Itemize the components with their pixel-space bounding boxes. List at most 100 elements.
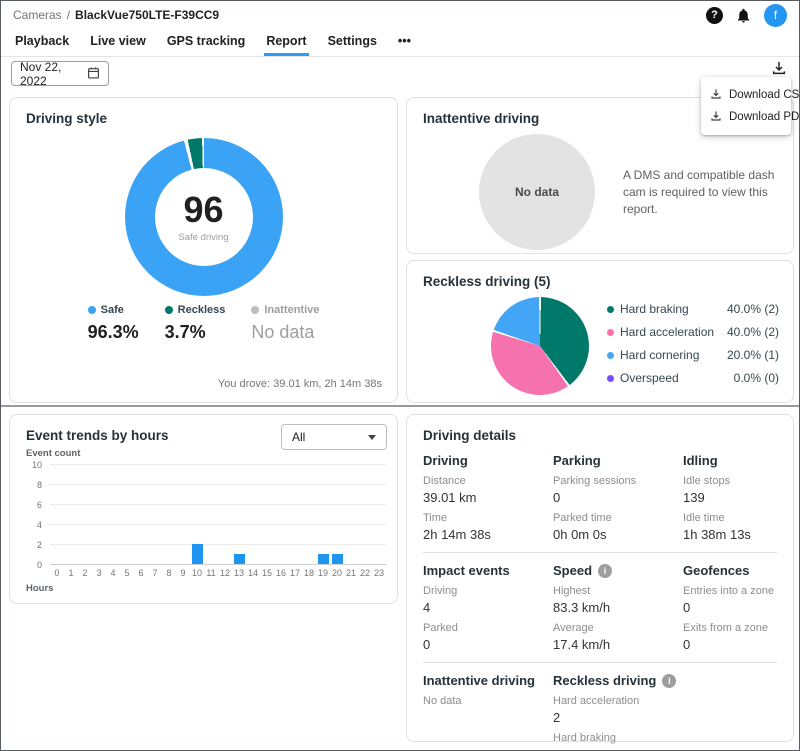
report-page: Cameras / BlackVue750LTE-F39CC9 ? f Play… <box>0 0 800 751</box>
top-bar: Cameras / BlackVue750LTE-F39CC9 ? f <box>1 1 799 29</box>
y-tick-label: 8 <box>22 480 42 490</box>
tab-playback[interactable]: Playback <box>13 29 71 56</box>
date-picker[interactable]: Nov 22, 2022 <box>11 61 109 86</box>
menu-item-label: Download CSV <box>729 89 800 101</box>
details-item-label: Idle time <box>683 512 777 524</box>
notifications-bell-icon[interactable] <box>735 7 752 24</box>
breadcrumb-current: BlackVue750LTE-F39CC9 <box>75 8 219 22</box>
legend-value: 0.0% (0) <box>734 371 779 385</box>
menu-item-download-pdf[interactable]: Download PDF <box>710 106 782 128</box>
details-item-value: 0 <box>683 600 777 615</box>
tab-settings[interactable]: Settings <box>326 29 379 56</box>
x-axis-title: Hours <box>26 583 53 594</box>
legend-value: 40.0% (2) <box>727 302 779 316</box>
gridline <box>50 544 386 545</box>
heading-text: Speed <box>553 563 592 578</box>
details-row: DrivingDistance39.01 kmTime2h 14m 38sPar… <box>423 445 777 542</box>
details-group-geofences: Geofences Entries into a zone 0 Exits from … <box>683 555 777 652</box>
details-item-value: 0 <box>423 637 553 652</box>
details-group-heading: Idling <box>683 453 777 468</box>
driving-style-donut: 96 Safe driving <box>125 138 283 296</box>
menu-item-download-csv[interactable]: Download CSV <box>710 84 782 106</box>
user-avatar[interactable]: f <box>764 4 787 27</box>
legend-label: Reckless <box>178 304 226 316</box>
gridline <box>50 484 386 485</box>
drive-summary-footnote: You drove: 39.01 km, 2h 14m 38s <box>218 378 382 390</box>
y-tick-label: 10 <box>22 460 42 470</box>
filter-selected-value: All <box>292 430 305 444</box>
legend-item-hard-braking: Hard braking 40.0% (2) <box>607 302 779 316</box>
y-tick-label: 6 <box>22 500 42 510</box>
legend-value: 3.7% <box>165 322 226 343</box>
gridline <box>50 464 386 465</box>
download-button[interactable] <box>769 58 789 78</box>
legend-item-safe: Safe 96.3% <box>88 304 139 343</box>
details-item-value: 0h 0m 0s <box>553 527 683 542</box>
breadcrumb: Cameras / BlackVue750LTE-F39CC9 <box>13 8 219 22</box>
tab-report[interactable]: Report <box>264 29 308 56</box>
details-item-label: Time <box>423 512 553 524</box>
info-icon[interactable]: i <box>662 674 676 688</box>
details-item-label: Parked time <box>553 512 683 524</box>
legend-item-hard-cornering: Hard cornering 20.0% (1) <box>607 348 779 362</box>
legend-label: Hard cornering <box>620 348 721 362</box>
details-item-label: Entries into a zone <box>683 585 777 597</box>
breadcrumb-section[interactable]: Cameras <box>13 8 62 22</box>
reckless-legend: Hard braking 40.0% (2) Hard acceleration… <box>607 302 779 385</box>
details-group-parking: ParkingParking sessions0Parked time0h 0m… <box>553 445 683 542</box>
inattentive-dot-icon <box>251 306 259 314</box>
tab-bar: Playback Live view GPS tracking Report S… <box>1 29 799 57</box>
breadcrumb-separator: / <box>67 8 70 22</box>
download-icon <box>710 110 722 125</box>
no-data-circle: No data <box>479 134 595 250</box>
legend-label: Hard braking <box>620 302 721 316</box>
bar-plot: 1086420012345678910111213141516171819202… <box>50 464 386 564</box>
score-label: Safe driving <box>178 232 228 243</box>
tab-gps-tracking[interactable]: GPS tracking <box>165 29 248 56</box>
heading-text: Parking <box>553 453 601 468</box>
inattentive-body: No data A DMS and compatible dash cam is… <box>407 126 793 250</box>
legend-label: Safe <box>101 304 124 316</box>
card-title: Driving style <box>10 98 397 126</box>
calendar-icon[interactable] <box>87 66 100 82</box>
details-item-value: 17.4 km/h <box>553 637 683 652</box>
details-item-value: 4 <box>423 600 553 615</box>
details-item-value: 2h 14m 38s <box>423 527 553 542</box>
help-icon[interactable]: ? <box>706 7 723 24</box>
section-divider <box>1 405 800 407</box>
legend-item-overspeed: Overspeed 0.0% (0) <box>607 371 779 385</box>
tab-live-view[interactable]: Live view <box>88 29 148 56</box>
details-group-speed: SpeediHighest83.3 km/hAverage17.4 km/h <box>553 555 683 652</box>
tab-more[interactable]: ••• <box>396 29 413 56</box>
header-icons: ? f <box>706 4 787 27</box>
y-axis-title: Event count <box>26 448 80 459</box>
details-item-label: Distance <box>423 475 553 487</box>
event-bar-hour-13 <box>234 554 245 564</box>
info-icon[interactable]: i <box>598 564 612 578</box>
reckless-driving-card: Reckless driving (5) Hard braking 40.0% … <box>406 260 794 403</box>
details-item-label: Exits from a zone <box>683 622 777 634</box>
details-item-label: No data <box>423 695 553 707</box>
safe-driving-score: 96 <box>183 192 223 228</box>
heading-text: Reckless driving <box>553 673 656 688</box>
gridline <box>50 524 386 525</box>
y-tick-label: 2 <box>22 540 42 550</box>
details-item-label: Idle stops <box>683 475 777 487</box>
details-item-value: 2 <box>553 747 683 751</box>
details-group-heading: Geofences <box>683 563 777 578</box>
details-group-heading: Reckless driving i <box>553 673 683 688</box>
driving-style-card: Driving style 96 Safe driving Safe 96.3%… <box>9 97 398 403</box>
x-tick-label: 23 <box>369 568 389 578</box>
details-item-value: 0 <box>553 490 683 505</box>
card-title: Driving details <box>407 415 793 443</box>
event-type-filter-select[interactable]: All <box>281 424 387 450</box>
event-trends-card: Event trends by hours All Event count 10… <box>9 414 398 604</box>
event-bar-hour-19 <box>318 554 329 564</box>
event-trends-header: Event trends by hours All <box>10 415 397 450</box>
details-group-idling: IdlingIdle stops139Idle time1h 38m 13s <box>683 445 777 542</box>
gridline <box>50 564 386 565</box>
safe-dot-icon <box>88 306 96 314</box>
details-item-label: Highest <box>553 585 683 597</box>
details-item-label: Parked <box>423 622 553 634</box>
driving-details-body: DrivingDistance39.01 kmTime2h 14m 38sPar… <box>407 443 793 751</box>
